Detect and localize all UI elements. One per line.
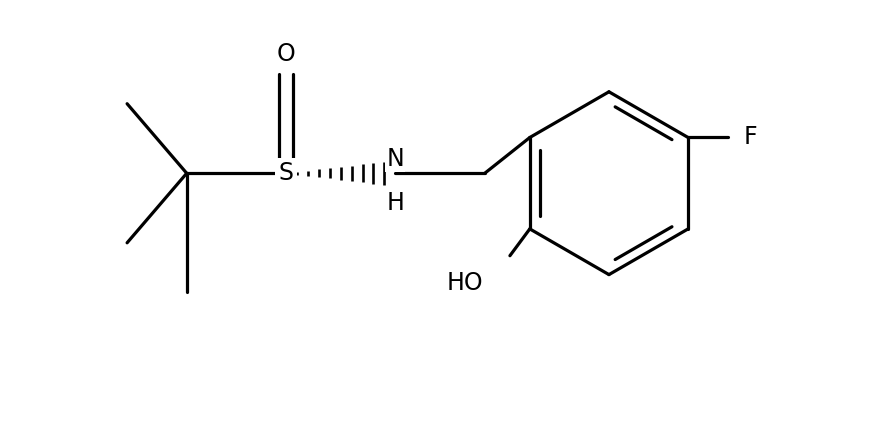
Text: F: F (744, 125, 757, 149)
Text: S: S (279, 161, 294, 185)
Text: HO: HO (446, 270, 483, 294)
Text: N: N (386, 147, 404, 171)
Text: H: H (386, 191, 404, 215)
Text: O: O (277, 42, 296, 66)
